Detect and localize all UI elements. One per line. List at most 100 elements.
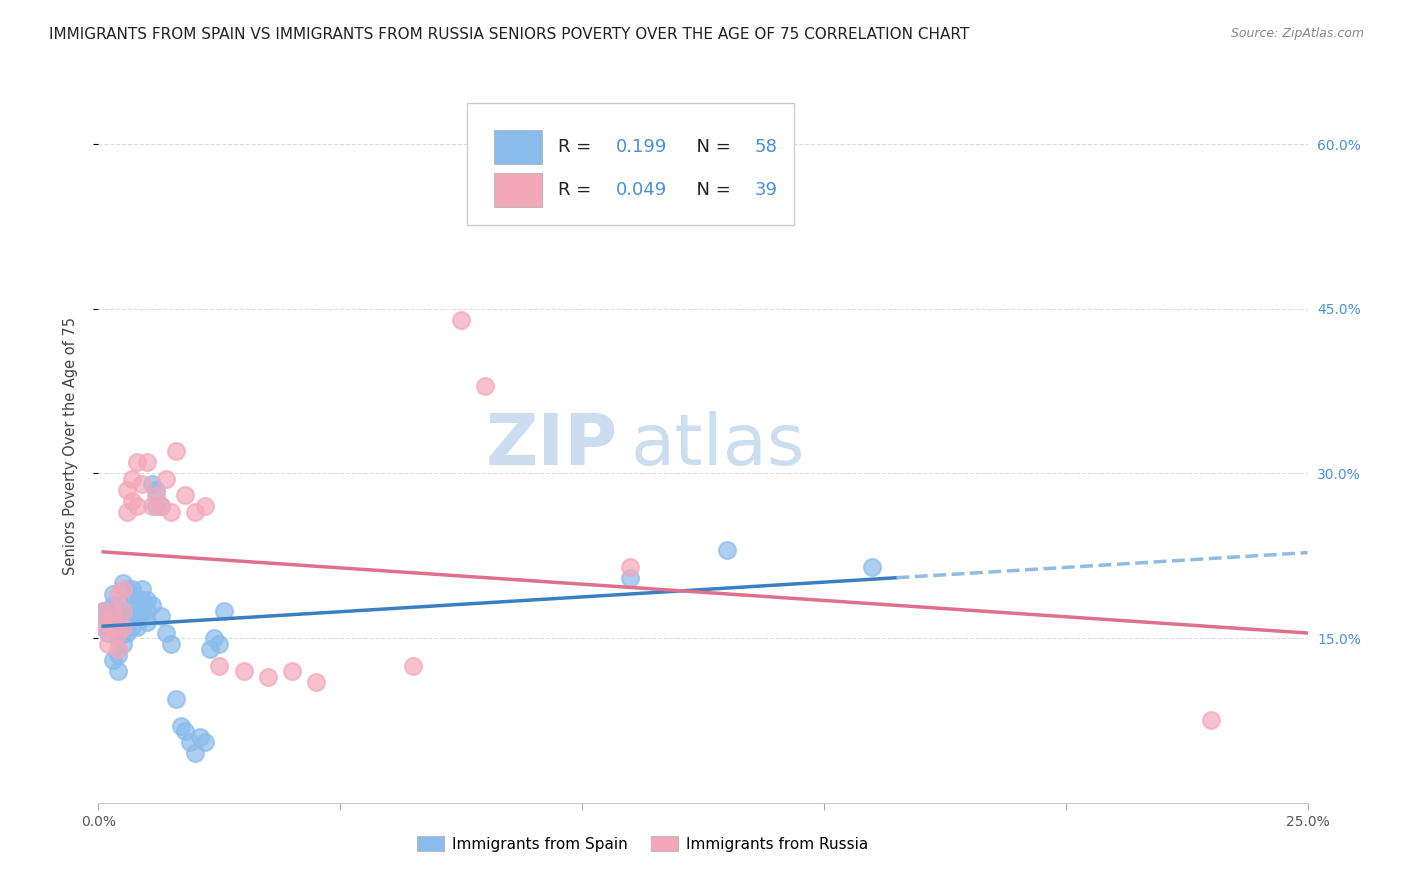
Text: 58: 58: [755, 138, 778, 156]
Point: [131, 477, 153, 491]
Point: [101, 620, 124, 634]
Point: [111, 604, 134, 618]
FancyBboxPatch shape: [494, 173, 543, 207]
Point: [121, 609, 143, 624]
Point: [121, 620, 143, 634]
Point: [121, 582, 143, 596]
Point: [194, 500, 217, 514]
Point: [101, 609, 124, 624]
Point: [165, 444, 187, 458]
Point: [160, 637, 183, 651]
Point: [131, 604, 153, 618]
Point: [188, 730, 211, 744]
Point: [155, 472, 177, 486]
Point: [127, 598, 149, 612]
Point: [117, 582, 139, 596]
Point: [150, 500, 173, 514]
Point: [141, 500, 163, 514]
Point: [169, 719, 191, 733]
Point: [402, 658, 425, 673]
Point: [150, 609, 173, 624]
Point: [204, 631, 226, 645]
Text: N =: N =: [685, 138, 737, 156]
Point: [619, 559, 641, 574]
Text: R =: R =: [558, 181, 598, 199]
FancyBboxPatch shape: [467, 103, 793, 225]
Point: [117, 592, 139, 607]
Point: [141, 598, 163, 612]
Point: [232, 664, 254, 678]
Point: [91, 620, 114, 634]
Point: [135, 604, 157, 618]
Point: [107, 587, 129, 601]
Point: [91, 604, 114, 618]
Point: [121, 587, 143, 601]
Point: [107, 664, 129, 678]
Text: 0.049: 0.049: [616, 181, 668, 199]
Point: [619, 571, 641, 585]
Point: [127, 620, 149, 634]
FancyBboxPatch shape: [494, 130, 543, 164]
Point: [135, 615, 157, 629]
Text: N =: N =: [685, 181, 737, 199]
Text: Source: ZipAtlas.com: Source: ZipAtlas.com: [1230, 27, 1364, 40]
Point: [111, 604, 134, 618]
Point: [111, 615, 134, 629]
Point: [450, 312, 472, 326]
Point: [155, 625, 177, 640]
Point: [97, 625, 120, 640]
Text: IMMIGRANTS FROM SPAIN VS IMMIGRANTS FROM RUSSIA SENIORS POVERTY OVER THE AGE OF : IMMIGRANTS FROM SPAIN VS IMMIGRANTS FROM…: [49, 27, 970, 42]
Point: [111, 625, 134, 640]
Point: [474, 378, 496, 392]
Point: [179, 735, 201, 749]
Point: [91, 604, 114, 618]
Y-axis label: Seniors Poverty Over the Age of 75: Seniors Poverty Over the Age of 75: [63, 317, 77, 575]
Point: [165, 691, 187, 706]
Point: [198, 642, 221, 657]
Point: [91, 620, 114, 634]
Legend: Immigrants from Spain, Immigrants from Russia: Immigrants from Spain, Immigrants from R…: [409, 828, 876, 859]
Point: [135, 455, 157, 469]
Point: [305, 675, 328, 690]
Point: [145, 500, 167, 514]
Point: [131, 582, 153, 596]
Point: [121, 472, 143, 486]
Point: [97, 615, 120, 629]
Point: [131, 592, 153, 607]
Point: [184, 505, 207, 519]
Point: [212, 604, 235, 618]
Point: [111, 637, 134, 651]
Point: [117, 483, 139, 497]
Point: [101, 653, 124, 667]
Text: atlas: atlas: [630, 411, 804, 481]
Point: [107, 642, 129, 657]
Point: [174, 488, 197, 502]
Point: [127, 609, 149, 624]
Point: [121, 494, 143, 508]
Point: [127, 500, 149, 514]
Point: [150, 500, 173, 514]
Point: [107, 648, 129, 662]
Text: ZIP: ZIP: [486, 411, 619, 481]
Point: [97, 637, 120, 651]
Point: [716, 543, 738, 558]
Point: [141, 477, 163, 491]
Point: [1199, 714, 1222, 728]
Point: [101, 604, 124, 618]
Point: [107, 631, 129, 645]
Text: 0.199: 0.199: [616, 138, 668, 156]
Point: [127, 455, 149, 469]
Point: [117, 505, 139, 519]
Text: 39: 39: [755, 181, 778, 199]
Point: [107, 615, 129, 629]
Point: [97, 604, 120, 618]
Point: [111, 620, 134, 634]
Point: [281, 664, 304, 678]
Point: [135, 592, 157, 607]
Text: R =: R =: [558, 138, 598, 156]
Point: [860, 559, 883, 574]
Point: [256, 669, 278, 683]
Point: [101, 604, 124, 618]
Point: [111, 582, 134, 596]
Point: [97, 615, 120, 629]
